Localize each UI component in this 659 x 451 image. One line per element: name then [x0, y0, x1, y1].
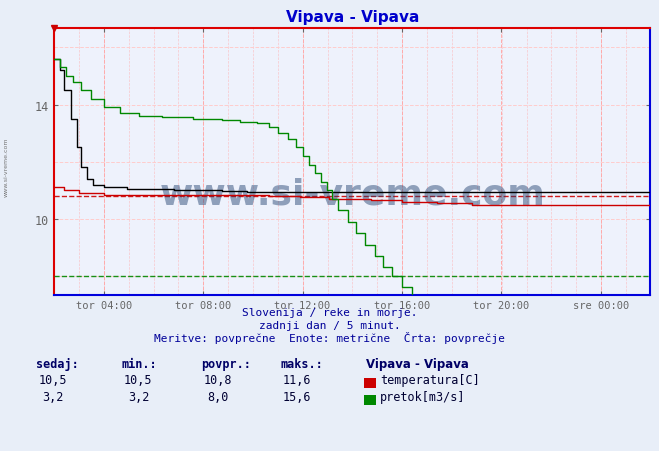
Text: 10,5: 10,5	[124, 373, 153, 387]
Text: www.si-vreme.com: www.si-vreme.com	[159, 177, 545, 211]
Text: zadnji dan / 5 minut.: zadnji dan / 5 minut.	[258, 320, 401, 330]
Text: 10,8: 10,8	[203, 373, 232, 387]
Text: 3,2: 3,2	[42, 391, 63, 404]
Text: temperatura[C]: temperatura[C]	[380, 373, 480, 387]
Text: povpr.:: povpr.:	[201, 358, 251, 371]
Text: 10,5: 10,5	[38, 373, 67, 387]
Text: sedaj:: sedaj:	[36, 358, 79, 371]
Text: 15,6: 15,6	[282, 391, 311, 404]
Text: Slovenija / reke in morje.: Slovenija / reke in morje.	[242, 308, 417, 318]
Text: min.:: min.:	[122, 358, 158, 371]
Text: 11,6: 11,6	[282, 373, 311, 387]
Text: pretok[m3/s]: pretok[m3/s]	[380, 391, 466, 404]
Text: www.si-vreme.com: www.si-vreme.com	[3, 137, 9, 197]
Text: Meritve: povprečne  Enote: metrične  Črta: povprečje: Meritve: povprečne Enote: metrične Črta:…	[154, 331, 505, 343]
Text: Vipava - Vipava: Vipava - Vipava	[366, 358, 469, 371]
Text: 3,2: 3,2	[128, 391, 149, 404]
Title: Vipava - Vipava: Vipava - Vipava	[285, 10, 419, 25]
Text: maks.:: maks.:	[280, 358, 323, 371]
Text: 8,0: 8,0	[207, 391, 228, 404]
